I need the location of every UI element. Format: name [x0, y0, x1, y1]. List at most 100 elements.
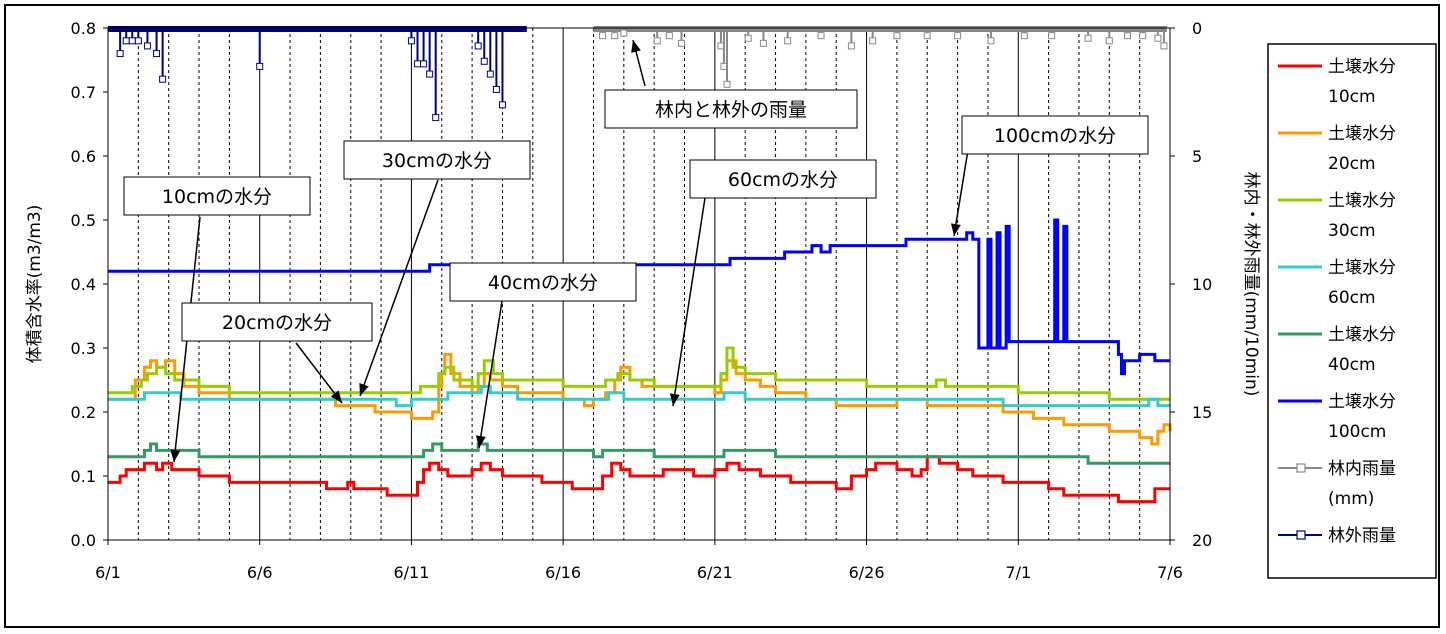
y-left-tick-label: 0.4	[71, 275, 96, 294]
rain-marker-forest	[869, 37, 877, 45]
axes: 0.0 0.1 0.2 0.3 0.4 0.5 0.6 0.7 0.8 0 5 10 15 20 6/1 6/…	[71, 19, 1213, 582]
callout-label: 100cmの水分	[994, 125, 1116, 147]
legend-label-sub: 30cm	[1328, 221, 1376, 241]
callout-label: 20cmの水分	[222, 312, 332, 334]
soil-moisture-series	[108, 218, 1172, 504]
rain-marker-forest	[1160, 42, 1168, 50]
x-tick-label: 6/21	[697, 563, 733, 582]
rain-marker-open	[407, 37, 415, 45]
rain-marker-open	[426, 70, 434, 78]
legend-label: 林内雨量	[1328, 459, 1396, 479]
y-left-tick-label: 0.5	[71, 211, 96, 230]
series-line-60cm	[108, 384, 1170, 408]
rain-marker-forest	[847, 42, 855, 50]
callout-label: 林内と林外の雨量	[655, 99, 807, 121]
legend-label: 土壌水分	[1328, 124, 1396, 144]
legend-label-sub: 10cm	[1328, 87, 1376, 107]
rain-marker-forest	[744, 34, 752, 42]
legend-label: 土壌水分	[1328, 191, 1396, 211]
y-left-tick-label: 0.8	[71, 19, 96, 38]
rain-marker-forest	[665, 32, 673, 40]
callout-arrowhead	[170, 449, 181, 462]
rain-marker-forest	[653, 37, 661, 45]
rain-marker-forest	[723, 80, 731, 88]
rain-marker-forest	[1105, 37, 1113, 45]
callout-box	[123, 176, 311, 216]
rain-marker-open	[498, 101, 506, 109]
x-tick-label: 6/26	[849, 563, 885, 582]
rain-marker-forest	[1124, 32, 1132, 40]
callout-arrow	[478, 300, 503, 449]
rain-marker-open	[492, 85, 500, 93]
y-axis-left-title: 体積含水率(m3/m3)	[25, 205, 45, 364]
callout-arrowhead	[950, 223, 961, 236]
rain-marker-open	[413, 60, 421, 68]
y-left-tick-label: 0.1	[71, 467, 96, 486]
legend-label: 林外雨量	[1328, 526, 1396, 546]
callout-label: 40cmの水分	[488, 272, 598, 294]
rain-marker-forest	[987, 37, 995, 45]
rain-marker-forest	[1020, 32, 1028, 40]
callout-label: 10cmの水分	[162, 186, 272, 208]
callout-box	[449, 262, 637, 302]
x-tick-label: 6/16	[545, 563, 581, 582]
callout-arrow	[359, 179, 439, 397]
callout-box	[343, 140, 531, 180]
rain-marker-open	[116, 50, 124, 58]
callout-arrowhead	[669, 393, 680, 406]
rain-marker-forest	[1048, 32, 1056, 40]
legend-label-sub: 40cm	[1328, 355, 1376, 375]
rain-marker-forest	[784, 37, 792, 45]
callout-label: 60cmの水分	[728, 169, 838, 191]
rain-marker-forest	[817, 32, 825, 40]
rain-marker-forest	[1084, 34, 1092, 42]
legend-label: 土壌水分	[1328, 392, 1396, 412]
rain-marker-forest	[893, 32, 901, 40]
legend-label-sub: 100cm	[1328, 422, 1386, 442]
legend-label: 土壌水分	[1328, 325, 1396, 345]
y-left-tick-label: 0.3	[71, 339, 96, 358]
legend-label-sub: (mm)	[1328, 489, 1374, 509]
y-right-tick-label: 0	[1192, 19, 1202, 38]
rain-marker-open	[159, 75, 167, 83]
legend-marker	[1296, 463, 1306, 473]
series-line-100cm	[108, 218, 1170, 376]
legend-label: 土壌水分	[1328, 57, 1396, 77]
rain-marker-forest	[599, 32, 607, 40]
callout-arrowhead	[631, 40, 641, 53]
y-right-tick-label: 15	[1192, 403, 1212, 422]
callout-box	[181, 302, 373, 342]
rain-marker-open	[480, 57, 488, 65]
rain-marker-forest	[759, 39, 767, 47]
callout-label: 30cmの水分	[382, 150, 492, 172]
callout-box	[689, 159, 877, 199]
callout-arrow	[953, 149, 969, 237]
x-tick-label: 7/1	[1005, 563, 1031, 582]
series-line-40cm	[108, 442, 1170, 465]
x-tick-label: 6/1	[95, 563, 121, 582]
legend-label-sub: 20cm	[1328, 154, 1376, 174]
callout-arrow	[295, 342, 343, 404]
rain-marker-open	[420, 60, 428, 68]
series-line-30cm	[108, 346, 1170, 401]
rainfall-series	[108, 26, 1168, 122]
rain-marker-forest	[677, 39, 685, 47]
rain-marker-open	[474, 42, 482, 50]
callout-box	[961, 115, 1149, 155]
legend: 土壌水分 10cm 土壌水分 20cm 土壌水分 30cm 土壌水分 60cm 土壌水分 40cm…	[1267, 43, 1437, 579]
callout-arrowhead	[475, 435, 486, 448]
y-left-tick-label: 0.6	[71, 147, 96, 166]
y-left-tick-label: 0.0	[71, 531, 96, 550]
series-line-10cm	[108, 455, 1170, 504]
rain-marker-forest	[1139, 32, 1147, 40]
callout-arrowhead	[330, 390, 342, 403]
x-tick-label: 6/11	[393, 563, 429, 582]
y-left-tick-label: 0.2	[71, 403, 96, 422]
callout-arrowhead	[359, 383, 369, 396]
rain-marker-open	[432, 114, 440, 122]
legend-label-sub: 60cm	[1328, 288, 1376, 308]
rain-marker-forest	[954, 32, 962, 40]
rain-marker-forest	[611, 32, 619, 40]
legend-marker	[1296, 530, 1306, 540]
